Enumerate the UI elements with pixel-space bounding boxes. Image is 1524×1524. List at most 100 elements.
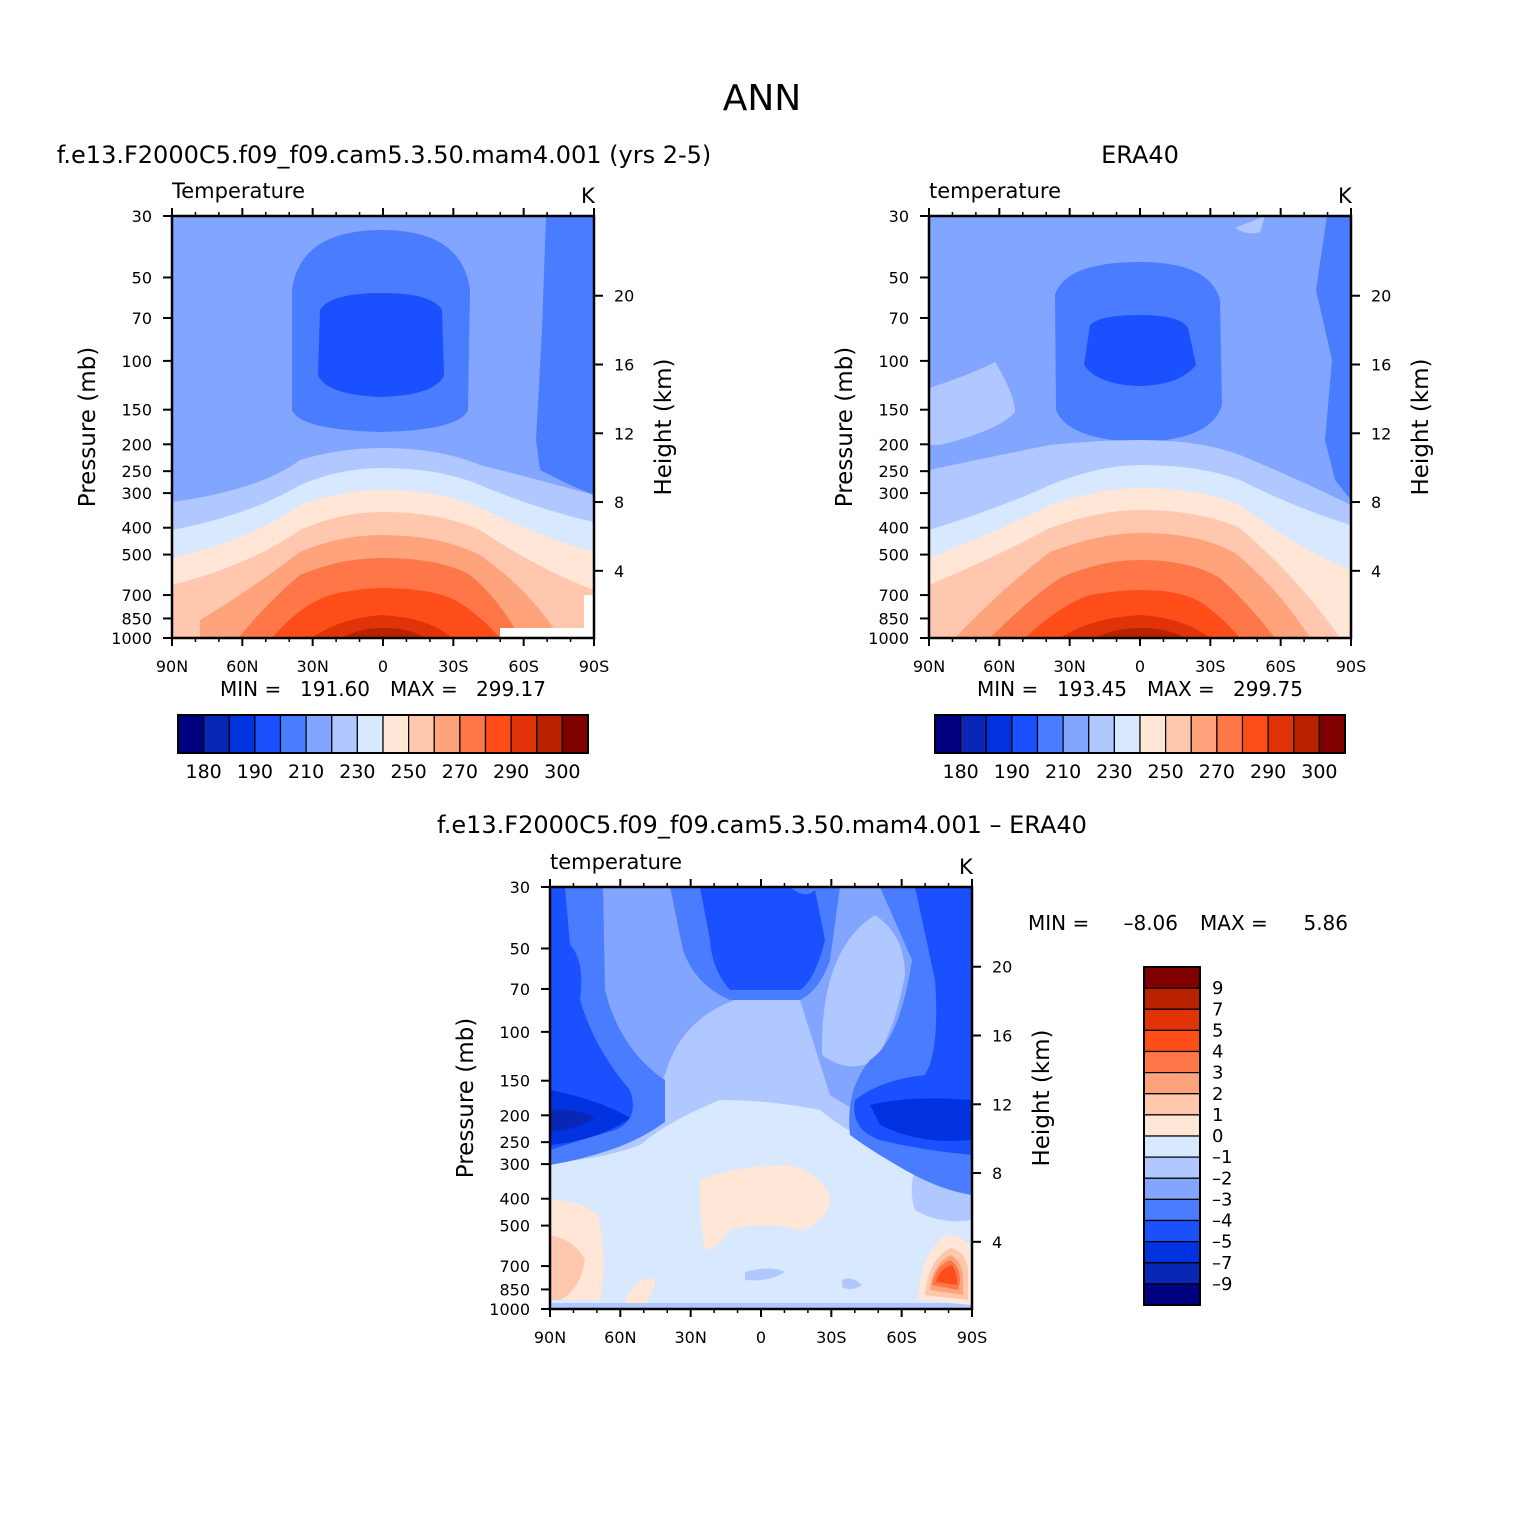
colorbar-swatch bbox=[1143, 1114, 1201, 1137]
colorbar-swatch bbox=[1165, 714, 1192, 754]
colorbar-swatch bbox=[1241, 714, 1269, 754]
max-label: MAX = bbox=[1200, 911, 1268, 935]
contour-band bbox=[272, 588, 500, 638]
y-tick-label: 100 bbox=[499, 1023, 530, 1042]
colorbar-swatch bbox=[484, 714, 512, 754]
y-tick-label: 500 bbox=[499, 1217, 530, 1236]
y-tick-label: 250 bbox=[878, 462, 909, 481]
colorbar-label: –2 bbox=[1212, 1168, 1232, 1189]
colorbar-label: 290 bbox=[1250, 761, 1286, 783]
y-tick-label: 300 bbox=[121, 484, 152, 503]
y-right-axis-label: Height (km) bbox=[651, 358, 677, 495]
x-tick-label: 90N bbox=[913, 657, 945, 676]
colorbar-swatch bbox=[1318, 714, 1346, 754]
colorbar-label: 3 bbox=[1212, 1063, 1223, 1084]
panel-title: f.e13.F2000C5.f09_f09.cam5.3.50.mam4.001… bbox=[57, 141, 712, 169]
contour-band bbox=[536, 216, 594, 495]
colorbar-swatch bbox=[1143, 966, 1201, 989]
y-tick-label: 150 bbox=[121, 401, 152, 420]
colorbar-label: 300 bbox=[1301, 761, 1337, 783]
y-right-tick-label: 4 bbox=[992, 1233, 1002, 1252]
colorbar-swatch bbox=[1143, 1241, 1201, 1264]
colorbar-label: –9 bbox=[1212, 1274, 1232, 1295]
contour-band bbox=[745, 1268, 785, 1281]
variable-label: temperature bbox=[550, 850, 682, 874]
contour-band bbox=[1235, 216, 1265, 234]
colorbar-label: –7 bbox=[1212, 1253, 1232, 1274]
colorbar-label: 230 bbox=[339, 761, 375, 783]
contour-field bbox=[550, 887, 972, 1309]
y-right-axis-label: Height (km) bbox=[1408, 358, 1434, 495]
y-tick-label: 30 bbox=[510, 878, 530, 897]
y-tick-label: 300 bbox=[499, 1155, 530, 1174]
y-right-tick-label: 12 bbox=[992, 1095, 1012, 1114]
missing-data-region bbox=[500, 628, 594, 638]
colorbar-label: 230 bbox=[1096, 761, 1132, 783]
y-tick-label: 400 bbox=[878, 519, 909, 538]
colorbar-label: –1 bbox=[1212, 1147, 1232, 1168]
contour-band bbox=[1060, 615, 1210, 638]
colorbar-label: 250 bbox=[1147, 761, 1183, 783]
contour-band bbox=[318, 293, 444, 397]
contour-band bbox=[700, 887, 825, 990]
contour-band bbox=[1084, 315, 1196, 386]
figure-title: ANN bbox=[723, 78, 802, 119]
x-tick-label: 60N bbox=[983, 657, 1015, 676]
y-tick-label: 400 bbox=[499, 1190, 530, 1209]
colorbar-swatch bbox=[228, 714, 256, 754]
colorbar-swatch bbox=[1143, 1177, 1201, 1200]
x-tick-label: 60S bbox=[1265, 657, 1296, 676]
colorbar-swatch bbox=[536, 714, 563, 754]
x-tick-label: 90N bbox=[156, 657, 188, 676]
colorbar-swatch bbox=[1267, 714, 1295, 754]
colorbar: 180 190 210 230 250 270 290 300 bbox=[934, 714, 1346, 783]
colorbar-swatch bbox=[1293, 714, 1320, 754]
contour-band bbox=[550, 1303, 972, 1309]
colorbar-label: 250 bbox=[390, 761, 426, 783]
y-right-tick-label: 20 bbox=[1371, 287, 1391, 306]
colorbar-label: 4 bbox=[1212, 1042, 1223, 1063]
colorbar-swatch bbox=[1139, 714, 1167, 754]
y-tick-label: 250 bbox=[499, 1133, 530, 1152]
y-tick-label: 500 bbox=[878, 546, 909, 565]
contour-band bbox=[929, 362, 1015, 445]
colorbar-label: 7 bbox=[1212, 999, 1223, 1020]
contour-band bbox=[842, 1278, 862, 1290]
y-tick-label: 30 bbox=[889, 207, 909, 226]
axes: 90N 60N 30N 0 30S 60S 90S 30 50 70 100 150 200 250 300… bbox=[453, 878, 1055, 1347]
x-tick-label: 90S bbox=[579, 657, 610, 676]
y-right-tick-label: 12 bbox=[1371, 424, 1391, 443]
y-tick-label: 400 bbox=[121, 519, 152, 538]
colorbar-swatch bbox=[1143, 1008, 1201, 1031]
y-right-tick-label: 12 bbox=[614, 424, 634, 443]
panel-difference: f.e13.F2000C5.f09_f09.cam5.3.50.mam4.001… bbox=[437, 811, 1348, 1347]
colorbar-label: –3 bbox=[1212, 1189, 1232, 1210]
colorbar-swatch bbox=[1143, 1198, 1201, 1222]
colorbar-label: 1 bbox=[1212, 1105, 1223, 1126]
contour-band bbox=[720, 1026, 806, 1059]
contour-band bbox=[870, 1098, 972, 1141]
y-tick-label: 150 bbox=[499, 1072, 530, 1091]
y-tick-label: 1000 bbox=[489, 1300, 530, 1319]
max-value: 299.17 bbox=[476, 677, 546, 701]
y-tick-label: 30 bbox=[132, 207, 152, 226]
y-tick-label: 850 bbox=[499, 1280, 530, 1299]
contour-band bbox=[1316, 216, 1351, 500]
colorbar-swatch bbox=[382, 714, 410, 754]
colorbar-swatch bbox=[459, 714, 487, 754]
colorbar-swatch bbox=[408, 714, 435, 754]
contour-band bbox=[342, 628, 425, 638]
y-tick-label: 300 bbox=[878, 484, 909, 503]
colorbar-swatch bbox=[561, 714, 589, 754]
y-right-axis-label: Height (km) bbox=[1029, 1029, 1055, 1166]
y-tick-label: 850 bbox=[878, 609, 909, 628]
colorbar-swatch bbox=[960, 714, 987, 754]
colorbar-swatch bbox=[1088, 714, 1115, 754]
y-axis-label: Pressure (mb) bbox=[832, 347, 858, 507]
y-right-tick-label: 4 bbox=[614, 562, 624, 581]
y-tick-label: 500 bbox=[121, 546, 152, 565]
y-right-tick-label: 16 bbox=[992, 1027, 1012, 1046]
colorbar-label: 9 bbox=[1212, 978, 1223, 999]
colorbar-swatch bbox=[1113, 714, 1141, 754]
contour-band bbox=[936, 1265, 958, 1285]
